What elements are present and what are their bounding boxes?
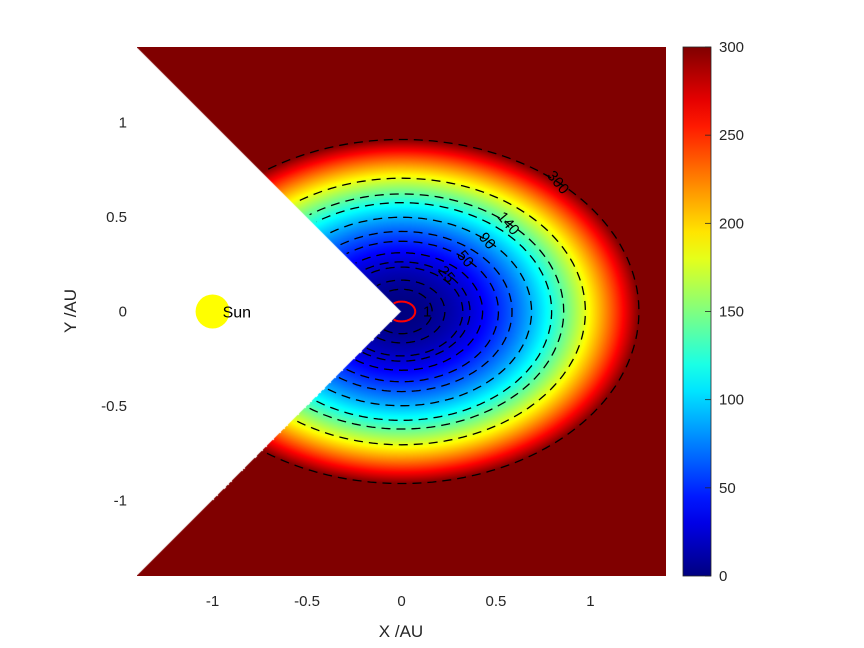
y-tick-label: 1 — [119, 115, 127, 132]
contour-line-35 — [355, 252, 484, 371]
contour-line-90 — [327, 216, 533, 407]
x-tick-label: 0 — [397, 593, 405, 610]
x-tick-label: 1 — [586, 593, 594, 610]
colorbar-tick-label: 300 — [719, 39, 744, 56]
colorbar-ticks: 0 50 100 150 200 250 300 — [705, 39, 744, 585]
contour-line-10 — [376, 279, 446, 344]
contour-line-25 — [362, 261, 471, 362]
contour-line-300 — [266, 138, 640, 485]
colorbar-tick-label: 50 — [719, 480, 736, 497]
contour-label: 1 — [423, 304, 431, 321]
y-tick-label: 0 — [119, 304, 127, 321]
contour-line-180 — [297, 177, 587, 446]
colorbar: 0 50 100 150 200 250 300 — [682, 39, 744, 585]
sun-marker — [195, 294, 230, 329]
contour-line-140 — [309, 193, 565, 430]
y-axis-ticks: -1 -0.5 0 0.5 1 — [101, 115, 127, 510]
colorbar-tick-label: 0 — [719, 568, 727, 585]
colorbar-tick-label: 150 — [719, 304, 744, 321]
contour-line-1 — [393, 300, 417, 323]
contour-line-65 — [338, 230, 513, 393]
x-tick-label: -0.5 — [294, 593, 320, 610]
contour-line-20 — [366, 266, 464, 357]
contour-line-50 — [346, 240, 500, 383]
contour-line-120 — [316, 202, 553, 421]
y-tick-label: 0.5 — [106, 209, 127, 226]
colorbar-tick-label: 100 — [719, 392, 744, 409]
sun-label: Sun — [223, 305, 251, 322]
x-tick-label: 0.5 — [486, 593, 507, 610]
contour-line-5 — [383, 288, 433, 335]
x-axis-ticks: -1 -0.5 0 0.5 1 — [206, 593, 595, 610]
x-axis-label: X /AU — [379, 622, 423, 641]
contour-lines — [266, 138, 640, 485]
y-tick-label: -0.5 — [101, 398, 127, 415]
y-axis-label: Y /AU — [61, 289, 80, 333]
y-tick-label: -1 — [114, 492, 127, 509]
x-tick-label: -1 — [206, 593, 219, 610]
colorbar-tick-label: 200 — [719, 215, 744, 232]
colorbar-tick-label: 250 — [719, 127, 744, 144]
